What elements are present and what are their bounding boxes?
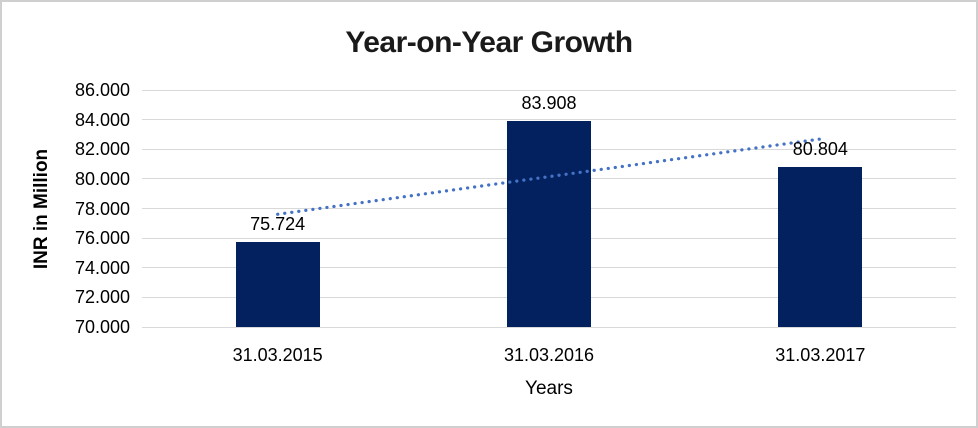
- y-tick-label: 74.000: [74, 257, 130, 278]
- x-axis-title: Years: [525, 378, 573, 399]
- gridline: [142, 326, 956, 328]
- chart-title: Year-on-Year Growth: [345, 26, 633, 59]
- y-tick-label: 76.000: [74, 228, 130, 249]
- y-tick-label: 86.000: [74, 80, 130, 100]
- x-category-label: 31.03.2016: [503, 345, 595, 365]
- y-tick-label: 72.000: [74, 287, 130, 308]
- bar-data-label: 80.804: [792, 138, 848, 159]
- y-tick-label: 82.000: [74, 139, 130, 160]
- bar: [778, 166, 863, 327]
- gridline: [142, 89, 956, 91]
- gridline: [142, 119, 956, 121]
- bar: [235, 242, 320, 327]
- y-tick-label: 78.000: [74, 198, 130, 219]
- bar-data-label: 83.908: [521, 92, 577, 113]
- bar-data-label: 75.724: [250, 214, 306, 235]
- x-category-label: 31.03.2017: [775, 345, 866, 365]
- y-tick-label: 84.000: [74, 109, 130, 130]
- y-tick-label: 70.000: [74, 317, 130, 337]
- bar: [507, 120, 591, 327]
- x-category-label: 31.03.2015: [232, 345, 323, 365]
- y-tick-label: 80.000: [74, 168, 130, 189]
